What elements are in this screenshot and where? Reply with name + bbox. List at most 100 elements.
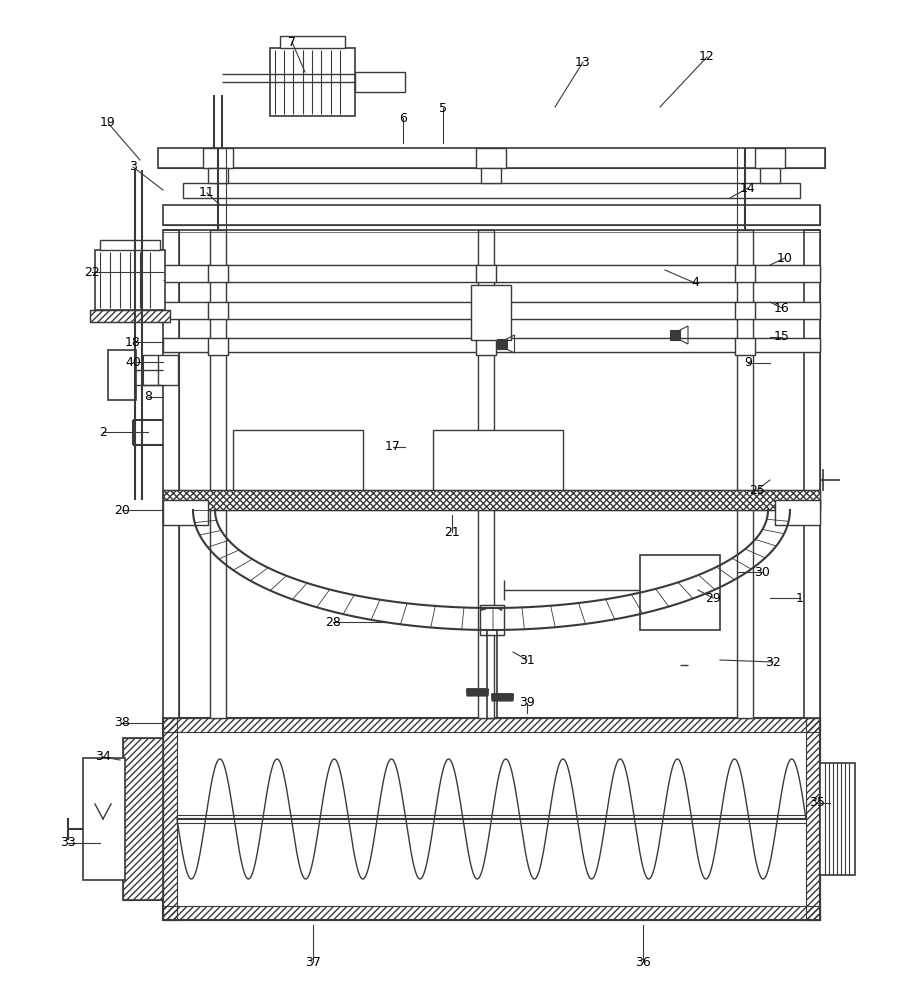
Text: 31: 31 xyxy=(519,654,535,666)
Text: 16: 16 xyxy=(774,302,790,314)
Bar xyxy=(476,265,496,282)
Bar xyxy=(163,302,820,319)
Text: 21: 21 xyxy=(444,526,460,538)
Bar xyxy=(208,338,228,355)
Bar xyxy=(735,338,755,355)
Bar xyxy=(270,48,355,116)
Text: 19: 19 xyxy=(100,116,116,129)
Bar xyxy=(737,230,753,718)
Bar xyxy=(775,500,820,525)
Bar xyxy=(163,265,820,282)
Text: 37: 37 xyxy=(305,956,321,968)
Text: 28: 28 xyxy=(325,615,341,629)
Text: 32: 32 xyxy=(765,656,781,668)
Bar xyxy=(804,230,820,718)
Bar xyxy=(806,718,820,920)
Bar xyxy=(163,490,820,510)
Text: 30: 30 xyxy=(754,566,770,578)
Bar xyxy=(476,338,496,355)
Bar xyxy=(163,718,177,920)
Polygon shape xyxy=(670,330,680,340)
Bar xyxy=(163,500,208,525)
Bar xyxy=(163,718,820,732)
Bar xyxy=(163,265,820,282)
Bar xyxy=(163,230,179,718)
Bar xyxy=(163,500,208,525)
Text: 35: 35 xyxy=(809,796,825,810)
Text: 39: 39 xyxy=(519,696,535,710)
Bar xyxy=(203,148,233,168)
Bar xyxy=(158,148,825,168)
Text: 11: 11 xyxy=(199,186,215,200)
Bar xyxy=(183,183,800,198)
Bar xyxy=(476,302,496,319)
Text: 13: 13 xyxy=(575,55,591,68)
Bar xyxy=(471,285,511,340)
Text: 20: 20 xyxy=(114,504,130,516)
Bar xyxy=(123,738,135,900)
Text: 7: 7 xyxy=(288,35,296,48)
Bar xyxy=(95,250,165,310)
Bar xyxy=(163,302,820,319)
Bar xyxy=(755,148,785,168)
Text: 1: 1 xyxy=(796,591,804,604)
Text: 4: 4 xyxy=(691,276,699,290)
Bar xyxy=(163,338,820,352)
Bar xyxy=(735,338,755,355)
Polygon shape xyxy=(497,339,507,349)
Text: 22: 22 xyxy=(84,265,100,278)
Text: 14: 14 xyxy=(740,182,756,194)
Bar xyxy=(476,302,496,319)
Bar xyxy=(804,230,820,718)
Text: 10: 10 xyxy=(777,251,793,264)
Bar xyxy=(775,500,820,525)
Bar xyxy=(158,148,825,168)
Bar xyxy=(208,168,228,183)
Text: 36: 36 xyxy=(635,956,651,968)
Bar xyxy=(640,555,720,630)
Bar xyxy=(820,763,855,875)
Bar xyxy=(208,265,228,282)
Bar xyxy=(208,338,228,355)
Bar xyxy=(476,148,506,168)
Text: 17: 17 xyxy=(385,440,401,454)
Bar xyxy=(83,758,125,880)
Text: 18: 18 xyxy=(125,336,141,349)
Bar xyxy=(476,265,496,282)
Bar xyxy=(481,168,501,183)
Bar xyxy=(163,906,820,920)
Bar xyxy=(480,605,503,635)
Bar xyxy=(123,738,163,900)
Text: 9: 9 xyxy=(745,357,752,369)
Text: 15: 15 xyxy=(774,330,790,344)
Bar xyxy=(208,302,228,319)
Bar xyxy=(233,430,363,492)
Text: 6: 6 xyxy=(399,111,407,124)
Bar xyxy=(108,350,136,400)
Bar xyxy=(163,490,820,510)
Bar xyxy=(208,302,228,319)
Text: 29: 29 xyxy=(705,591,721,604)
Bar xyxy=(478,230,494,718)
Bar xyxy=(100,240,160,250)
Text: 3: 3 xyxy=(129,160,137,174)
Bar xyxy=(163,338,820,352)
Bar xyxy=(735,302,755,319)
Bar xyxy=(163,490,820,510)
Bar xyxy=(123,738,163,900)
Bar xyxy=(355,72,405,92)
Bar xyxy=(163,230,179,718)
Bar xyxy=(90,310,170,322)
Text: 5: 5 xyxy=(439,102,447,114)
Bar xyxy=(90,310,170,322)
Text: 33: 33 xyxy=(60,836,76,850)
Bar xyxy=(476,338,496,355)
Text: 40: 40 xyxy=(125,356,141,368)
Bar xyxy=(760,168,780,183)
Bar xyxy=(163,205,820,225)
Text: 12: 12 xyxy=(699,50,715,64)
Text: 38: 38 xyxy=(114,716,130,730)
Text: 8: 8 xyxy=(144,390,152,403)
Bar xyxy=(433,430,563,492)
Bar xyxy=(735,265,755,282)
